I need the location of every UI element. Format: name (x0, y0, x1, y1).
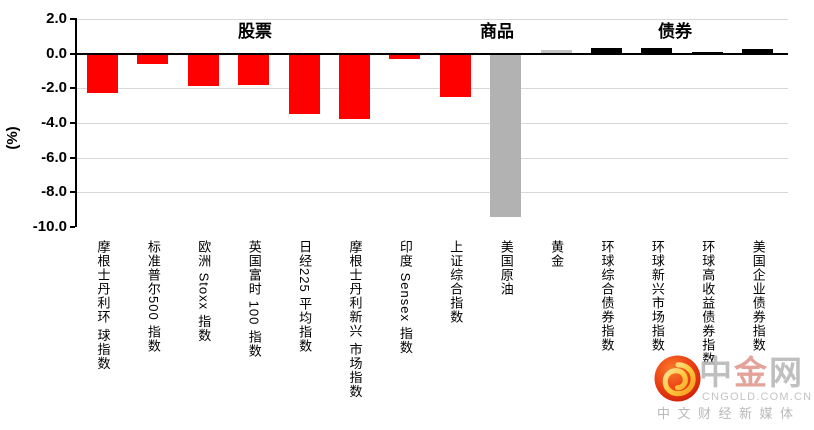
cngold-tagline: 中文财经新媒体 (657, 406, 801, 421)
y-tick-label: 0.0 (46, 44, 67, 62)
section-label: 股票 (231, 22, 279, 42)
bar-1 (87, 53, 118, 94)
category-label: 环球新兴市场指数 (649, 240, 665, 352)
section-label: 债券 (651, 22, 699, 42)
cngold-logo-icon (654, 355, 701, 402)
y-tick-label: 2.0 (46, 9, 67, 27)
brand-char: 金 (734, 354, 769, 391)
bar-10 (540, 50, 572, 54)
cngold-brand-text: 中金网 (699, 354, 805, 392)
bar-8 (439, 53, 471, 97)
y-axis-tick (70, 191, 75, 194)
brand-char: 中 (699, 354, 734, 391)
y-tick-label: -8.0 (41, 183, 67, 201)
category-label: 美国企业债券指数 (750, 240, 766, 352)
bar-12 (641, 48, 673, 54)
bar-11 (591, 48, 622, 54)
bar-2 (137, 53, 169, 64)
category-label: 上证综合指数 (448, 240, 464, 324)
category-label: 英国富时 100 指数 (246, 240, 262, 358)
category-label: 摩根士丹利新兴 市场指数 (347, 240, 363, 399)
category-label: 黄金 (549, 240, 565, 268)
bar-7 (389, 53, 421, 59)
gridline (75, 88, 788, 90)
y-axis-tick (70, 87, 75, 90)
gridline (75, 157, 788, 159)
y-tick-label: -10.0 (32, 218, 67, 235)
zero-axis-line (75, 52, 788, 55)
gridline (75, 122, 788, 124)
brand-char: 网 (769, 354, 804, 391)
bar-14 (742, 49, 774, 54)
cngold-domain: CNGOLD.COM.CN (702, 391, 813, 403)
category-label: 环球高收益债券指数 (700, 240, 716, 366)
category-label: 摩根士丹利环 球指数 (95, 240, 111, 371)
section-label: 商品 (473, 22, 521, 42)
category-label: 日经225 平均指数 (297, 240, 313, 354)
y-axis-title: (%) (4, 126, 21, 150)
gridline (75, 192, 788, 194)
category-label: 欧洲 Stoxx 指数 (196, 240, 212, 343)
gridline (75, 18, 788, 20)
bar-3 (187, 53, 219, 87)
y-axis-tick (70, 156, 75, 159)
y-axis-tick (70, 52, 75, 55)
category-label: 美国原油 (498, 240, 514, 296)
y-axis-line (75, 18, 77, 227)
cloud-swirl-icon (654, 355, 701, 402)
category-label: 标准普尔500 指数 (145, 240, 161, 354)
y-axis-tick (70, 121, 75, 124)
category-label: 环球综合债券指数 (599, 240, 615, 352)
y-tick-label: -6.0 (41, 148, 67, 166)
category-label: 印度 Sensex 指数 (397, 240, 413, 355)
bar-4 (238, 53, 270, 85)
bar-5 (288, 53, 320, 115)
y-tick-label: -4.0 (41, 113, 67, 131)
bar-9 (490, 53, 522, 217)
y-axis-tick (70, 226, 75, 228)
bar-6 (339, 53, 370, 120)
y-tick-label: -2.0 (41, 79, 67, 97)
y-axis-tick (70, 17, 75, 20)
